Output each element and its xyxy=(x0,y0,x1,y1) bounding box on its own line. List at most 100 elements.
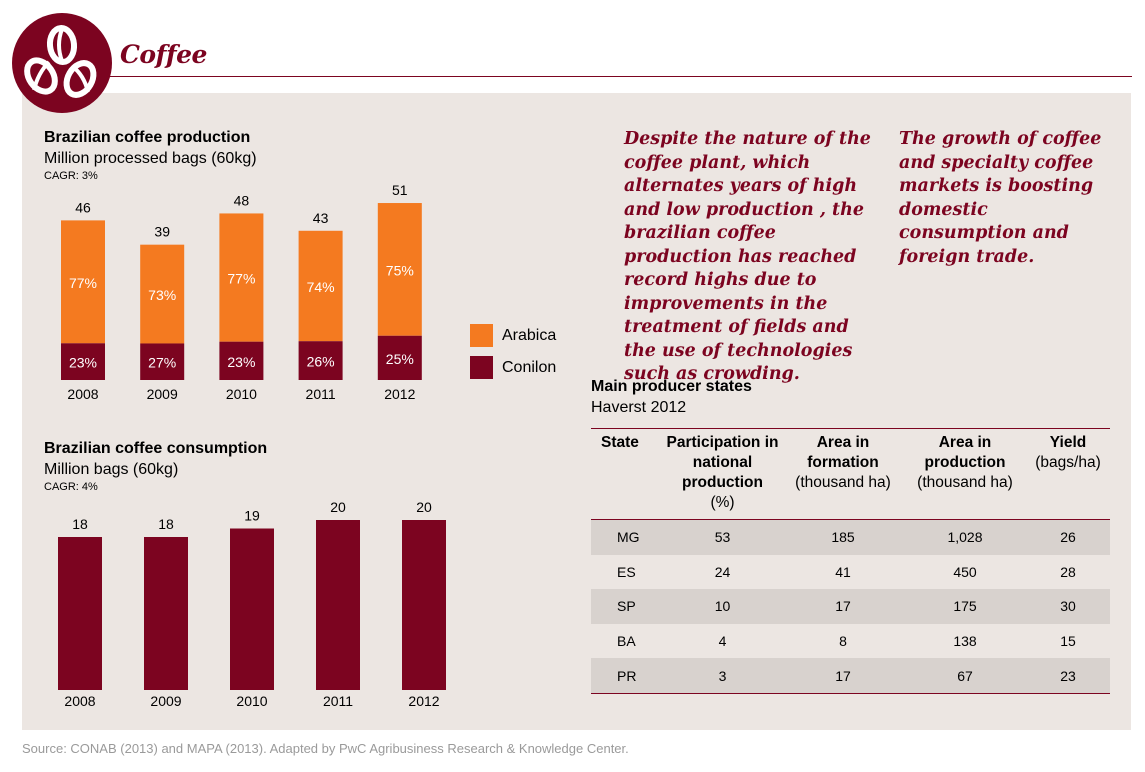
quote-production: Despite the nature of the coffee plant, … xyxy=(624,129,871,384)
table-cell: 24 xyxy=(714,563,731,580)
column-header-state: State xyxy=(591,428,663,520)
data-label-total: 39 xyxy=(154,224,170,240)
data-label-total: 46 xyxy=(75,199,91,215)
x-tick-label: 2008 xyxy=(67,386,98,402)
table-cell: 17 xyxy=(782,589,904,624)
header-divider xyxy=(60,76,1132,77)
content-panel xyxy=(22,93,1131,730)
table-cell: 185 xyxy=(782,519,904,555)
table-cell: 8 xyxy=(839,633,847,650)
bar-arabica xyxy=(219,213,264,342)
quote-markets: The growth of coffee and specialty coffe… xyxy=(899,129,1102,267)
consumption-chart: 18 2008 18 2009 19 2010 20 2011 20 2012 xyxy=(58,499,446,709)
data-label: 18 xyxy=(72,516,88,532)
bar-consumption xyxy=(144,537,188,690)
bar-conilon xyxy=(219,341,264,380)
x-tick-label: 2011 xyxy=(306,386,336,402)
data-label-conilon: 26% xyxy=(307,354,335,370)
table-row: MG 53 185 1,028 26 xyxy=(591,519,1110,555)
data-label-arabica: 77% xyxy=(227,271,255,287)
table-cell: BA xyxy=(617,633,636,650)
column-title: Yield xyxy=(1049,434,1087,451)
consumption-chart-title: Brazilian coffee consumption xyxy=(44,440,268,457)
bar-conilon xyxy=(298,341,343,380)
bar-arabica xyxy=(140,244,185,344)
legend-item-conilon: Conilon xyxy=(470,356,556,379)
column-unit: (thousand ha) xyxy=(795,474,891,491)
data-label: 20 xyxy=(330,499,346,515)
data-label-conilon: 25% xyxy=(386,351,414,367)
x-tick-label: 2012 xyxy=(408,693,439,709)
column-title: Area in formation xyxy=(807,434,879,471)
states-table-subtitle: Haverst 2012 xyxy=(591,399,687,416)
legend-label-arabica: Arabica xyxy=(502,326,557,344)
legend-item-arabica: Arabica xyxy=(470,324,556,347)
bar-conilon xyxy=(377,335,422,380)
table-cell: 1,028 xyxy=(904,519,1026,555)
column-unit: (%) xyxy=(710,494,735,511)
table-row: BA 4 8 138 15 xyxy=(591,624,1110,659)
bar-consumption xyxy=(230,528,274,690)
bar-consumption xyxy=(58,537,102,690)
production-chart-title: Brazilian coffee production xyxy=(44,129,251,146)
coffee-beans-icon xyxy=(12,13,112,113)
production-chart-subtitle: Million processed bags (60kg) xyxy=(44,150,257,167)
column-header-participation: Participation in national production (%) xyxy=(663,428,782,520)
data-label-arabica: 75% xyxy=(386,262,414,278)
page-title: Coffee xyxy=(120,40,207,69)
production-chart-cagr: CAGR: 3% xyxy=(44,170,98,182)
data-label-conilon: 23% xyxy=(69,355,97,371)
table-cell: 3 xyxy=(663,658,782,694)
data-label-arabica: 77% xyxy=(69,275,97,291)
table-cell: SP xyxy=(591,589,663,624)
consumption-chart-subtitle: Million bags (60kg) xyxy=(44,461,179,478)
bar-arabica xyxy=(61,220,105,344)
column-header-area-formation: Area in formation (thousand ha) xyxy=(782,428,904,520)
column-header-yield: Yield (bags/ha) xyxy=(1026,428,1110,520)
table-cell: 41 xyxy=(835,563,851,580)
x-tick-label: 2010 xyxy=(236,693,267,709)
legend-swatch-conilon xyxy=(470,356,493,379)
column-header-area-production: Area in production (thousand ha) xyxy=(904,428,1026,520)
x-tick-label: 2009 xyxy=(147,386,178,402)
table-cell: 53 xyxy=(663,519,782,555)
production-chart: 77% 23% 46 2008 73% 27% 39 2009 77% 23% 48 2010 74% 2… xyxy=(61,182,422,402)
table-cell: PR xyxy=(591,658,663,694)
consumption-chart-cagr: CAGR: 4% xyxy=(44,481,98,493)
source-note: Source: CONAB (2013) and MAPA (2013). Ad… xyxy=(22,741,629,756)
table-cell: 175 xyxy=(904,589,1026,624)
data-label-conilon: 27% xyxy=(148,355,176,371)
table-cell: 23 xyxy=(1026,658,1110,694)
bar-consumption xyxy=(316,520,360,690)
bar-consumption xyxy=(402,520,446,690)
bar-conilon xyxy=(140,343,185,380)
legend-label-conilon: Conilon xyxy=(502,358,557,376)
producer-states-table: State Participation in national producti… xyxy=(591,428,1110,694)
table-cell: MG xyxy=(591,519,663,555)
table-header-row: State Participation in national producti… xyxy=(591,428,1110,520)
column-title: Participation in national production xyxy=(666,434,779,491)
data-label-arabica: 74% xyxy=(307,279,335,295)
table-cell: 4 xyxy=(718,633,727,650)
table-cell: 67 xyxy=(904,658,1026,694)
table-cell: 28 xyxy=(1060,563,1076,580)
table-cell: 450 xyxy=(953,563,977,580)
table-cell: 138 xyxy=(953,633,977,650)
x-tick-label: 2009 xyxy=(150,693,181,709)
column-title: State xyxy=(601,434,639,451)
table-row: PR 3 17 67 23 xyxy=(591,658,1110,694)
table-cell: ES xyxy=(617,563,636,580)
column-title: Area in production xyxy=(924,434,1006,471)
table-cell: 15 xyxy=(1060,633,1076,650)
data-label-conilon: 23% xyxy=(227,354,255,370)
table-row: ES 24 41 450 28 xyxy=(591,555,1110,590)
legend-swatch-arabica xyxy=(470,324,493,347)
x-tick-label: 2012 xyxy=(384,386,415,402)
bar-arabica xyxy=(377,203,422,336)
data-label-total: 48 xyxy=(234,192,250,208)
table-cell: 10 xyxy=(663,589,782,624)
states-table-title: Main producer states xyxy=(591,378,752,395)
data-label: 19 xyxy=(244,508,260,524)
x-tick-label: 2010 xyxy=(226,386,257,402)
data-label-arabica: 73% xyxy=(148,287,176,303)
